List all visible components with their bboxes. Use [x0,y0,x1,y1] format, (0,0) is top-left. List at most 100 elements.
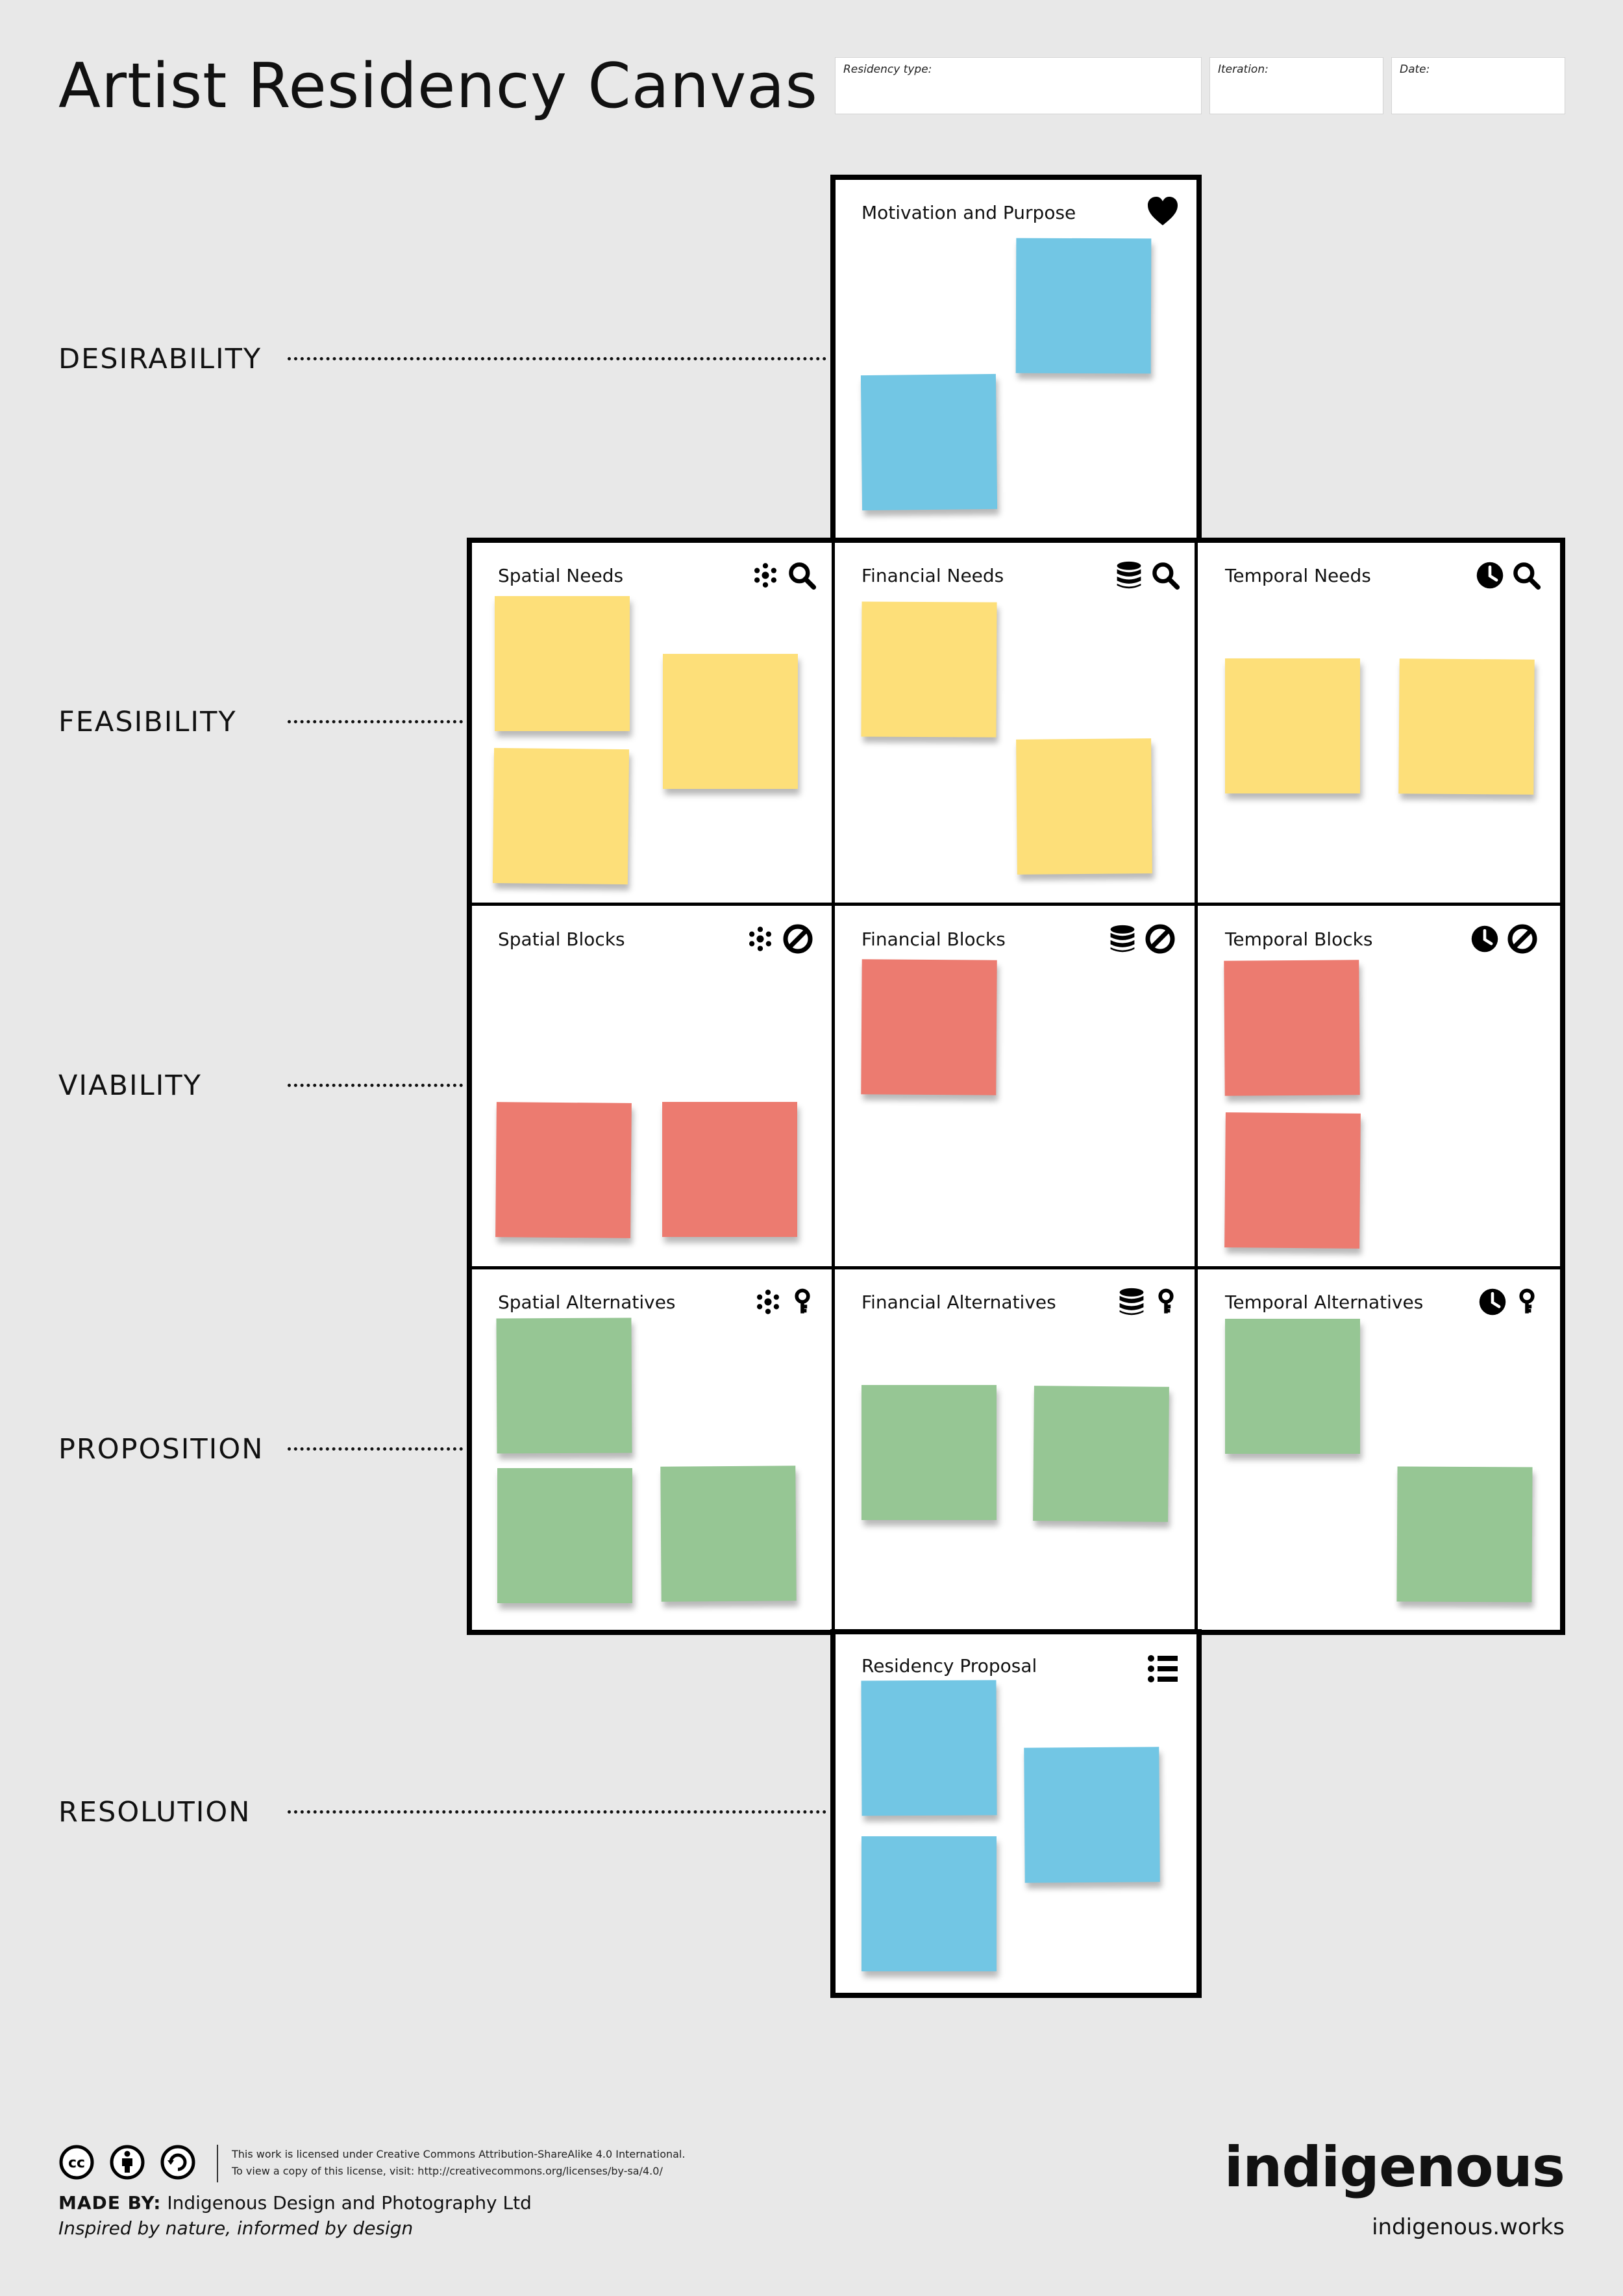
sticky-note[interactable] [1224,960,1360,1096]
sticky-note[interactable] [861,1385,997,1520]
row-label-desirability: DESIRABILITY [58,343,262,375]
spatial-needs-icons [750,557,817,593]
sticky-note[interactable] [662,1102,797,1237]
sticky-note[interactable] [663,654,798,789]
spatial-blocks-icons [745,921,814,957]
leader-line-feasibility [288,720,463,723]
grid-divider [468,903,1564,906]
clock-icon [1475,560,1505,590]
attribution-icon [110,2145,145,2180]
prohibited-icon [1144,923,1176,955]
coin-stack-icon [1108,924,1137,954]
date-field[interactable]: Date: [1391,57,1565,114]
row-label-proposition: PROPOSITION [58,1433,264,1466]
svg-text:cc: cc [68,2155,85,2171]
cell-title-spatial-alternatives: Spatial Alternatives [498,1292,676,1313]
iteration-label: Iteration: [1218,63,1269,76]
residency-proposal-icons [1146,1651,1179,1687]
magnifier-icon [1511,560,1541,590]
sticky-note[interactable] [861,1680,997,1816]
cell-title-temporal-blocks: Temporal Blocks [1225,929,1373,950]
grid-divider [468,1266,1564,1269]
clock-icon [1470,924,1500,954]
prohibited-icon [782,923,814,955]
sticky-note[interactable] [1033,1386,1169,1522]
temporal-needs-icons [1475,557,1541,593]
iteration-field[interactable]: Iteration: [1209,57,1383,114]
grid-divider [1195,539,1198,1634]
sticky-note[interactable] [495,596,630,731]
key-icon [789,1287,815,1317]
brand-logo: indigenous [1224,2135,1565,2200]
cell-title-residency-proposal: Residency Proposal [861,1655,1037,1677]
leader-line-resolution [288,1810,826,1814]
sticky-note[interactable] [1225,1319,1360,1454]
sticky-note[interactable] [497,1468,632,1603]
motivation-icons [1146,193,1179,230]
sticky-note[interactable] [492,747,630,885]
sticky-note[interactable] [1398,658,1535,795]
sticky-note[interactable] [1024,1747,1160,1883]
made-by: MADE BY: Indigenous Design and Photograp… [58,2192,532,2214]
prohibited-icon [1506,923,1539,955]
sticky-note[interactable] [861,1836,997,1971]
financial-needs-icons [1114,557,1180,593]
coin-stack-icon [1114,560,1144,590]
row-label-resolution: RESOLUTION [58,1796,251,1828]
tagline: Inspired by nature, informed by design [58,2217,414,2239]
made-by-label: MADE BY: [58,2192,162,2214]
made-by-value: Indigenous Design and Photography Ltd [167,2192,532,2214]
leader-line-viability [288,1084,463,1087]
dots-cluster-icon [745,924,775,954]
cell-title-financial-alternatives: Financial Alternatives [861,1292,1056,1313]
grid-divider [832,539,835,1634]
license-link[interactable]: To view a copy of this license, visit: h… [232,2165,663,2177]
sticky-note[interactable] [1015,238,1152,374]
sticky-note[interactable] [1224,1112,1361,1249]
sharealike-icon [160,2145,195,2180]
cell-title-financial-needs: Financial Needs [861,565,1004,586]
leader-line-proposition [288,1447,463,1451]
financial-blocks-icons [1108,921,1176,957]
sticky-note[interactable] [1016,738,1152,875]
clock-icon [1478,1287,1507,1317]
footer-divider [217,2145,218,2182]
temporal-alternatives-icons [1478,1284,1540,1320]
sticky-note[interactable] [1396,1466,1533,1603]
row-label-viability: VIABILITY [58,1069,202,1102]
magnifier-icon [787,560,817,590]
date-label: Date: [1400,63,1430,76]
sticky-note[interactable] [660,1466,797,1602]
magnifier-icon [1150,560,1180,590]
spatial-alternatives-icons [753,1284,815,1320]
license-text: This work is licensed under Creative Com… [232,2148,686,2160]
page-title: Artist Residency Canvas [58,51,819,122]
main-grid-box [467,538,1565,1635]
sticky-note[interactable] [495,1102,632,1238]
key-icon [1153,1287,1179,1317]
coin-stack-icon [1117,1287,1146,1317]
sticky-note[interactable] [1225,658,1360,793]
sticky-note[interactable] [860,373,998,511]
cell-title-temporal-alternatives: Temporal Alternatives [1225,1292,1424,1313]
dots-cluster-icon [753,1287,783,1317]
cell-title-spatial-needs: Spatial Needs [498,565,624,586]
cell-title-spatial-blocks: Spatial Blocks [498,929,625,950]
cc-icon: cc [59,2145,94,2180]
temporal-blocks-icons [1470,921,1539,957]
heart-icon [1146,195,1179,228]
sticky-note[interactable] [861,601,997,738]
cell-title-motivation: Motivation and Purpose [861,202,1076,223]
residency-type-label: Residency type: [843,63,932,76]
key-icon [1514,1287,1540,1317]
cell-title-financial-blocks: Financial Blocks [861,929,1006,950]
financial-alternatives-icons [1117,1284,1179,1320]
row-label-feasibility: FEASIBILITY [58,706,237,738]
brand-url-link[interactable]: indigenous.works [1372,2214,1565,2240]
cell-title-temporal-needs: Temporal Needs [1225,565,1371,586]
sticky-note[interactable] [861,959,997,1095]
dots-cluster-icon [750,560,780,590]
leader-line-desirability [288,357,826,360]
sticky-note[interactable] [496,1317,632,1454]
residency-type-field[interactable]: Residency type: [835,57,1202,114]
